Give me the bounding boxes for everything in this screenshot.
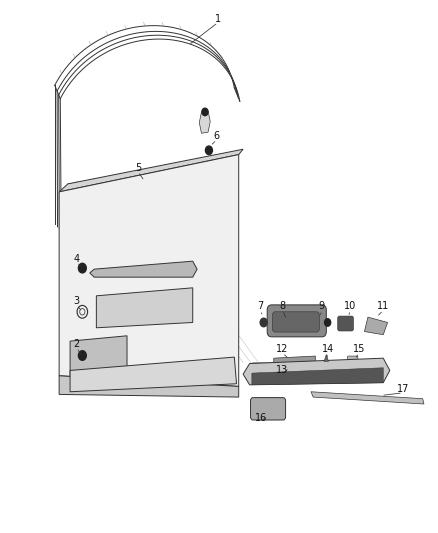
Text: 14: 14 xyxy=(321,344,334,354)
Polygon shape xyxy=(274,356,315,364)
FancyBboxPatch shape xyxy=(338,316,353,331)
Text: 15: 15 xyxy=(353,344,365,354)
FancyBboxPatch shape xyxy=(120,292,138,321)
Text: 6: 6 xyxy=(214,131,220,141)
Text: 8: 8 xyxy=(279,302,286,311)
Polygon shape xyxy=(311,392,424,404)
Polygon shape xyxy=(59,376,239,397)
Polygon shape xyxy=(252,368,383,385)
Text: 3: 3 xyxy=(74,296,80,306)
Polygon shape xyxy=(324,354,328,361)
Polygon shape xyxy=(243,358,390,385)
FancyBboxPatch shape xyxy=(141,292,159,321)
Polygon shape xyxy=(199,111,210,133)
Text: 4: 4 xyxy=(74,254,80,263)
FancyBboxPatch shape xyxy=(162,292,180,321)
Circle shape xyxy=(78,263,86,273)
Circle shape xyxy=(325,319,331,326)
Text: 10: 10 xyxy=(344,302,357,311)
Text: 11: 11 xyxy=(377,302,389,311)
Polygon shape xyxy=(59,149,243,192)
Text: 16: 16 xyxy=(254,414,267,423)
Polygon shape xyxy=(90,261,197,277)
FancyBboxPatch shape xyxy=(267,305,326,337)
Polygon shape xyxy=(59,155,239,386)
Text: 2: 2 xyxy=(74,339,80,349)
Polygon shape xyxy=(96,288,193,328)
Polygon shape xyxy=(70,336,127,376)
Text: 13: 13 xyxy=(276,366,289,375)
Polygon shape xyxy=(364,317,388,335)
FancyBboxPatch shape xyxy=(67,191,100,227)
FancyBboxPatch shape xyxy=(251,363,297,381)
Text: 12: 12 xyxy=(276,344,289,354)
FancyBboxPatch shape xyxy=(272,312,319,332)
Polygon shape xyxy=(70,357,237,392)
FancyBboxPatch shape xyxy=(347,356,358,365)
Text: 9: 9 xyxy=(319,302,325,311)
FancyBboxPatch shape xyxy=(251,398,286,420)
Text: 1: 1 xyxy=(215,14,221,23)
Circle shape xyxy=(202,108,208,116)
Circle shape xyxy=(260,318,267,327)
Text: 5: 5 xyxy=(135,163,141,173)
Circle shape xyxy=(205,146,212,155)
Text: 17: 17 xyxy=(397,384,409,394)
Text: 7: 7 xyxy=(258,302,264,311)
Circle shape xyxy=(78,351,86,360)
FancyBboxPatch shape xyxy=(99,292,117,321)
